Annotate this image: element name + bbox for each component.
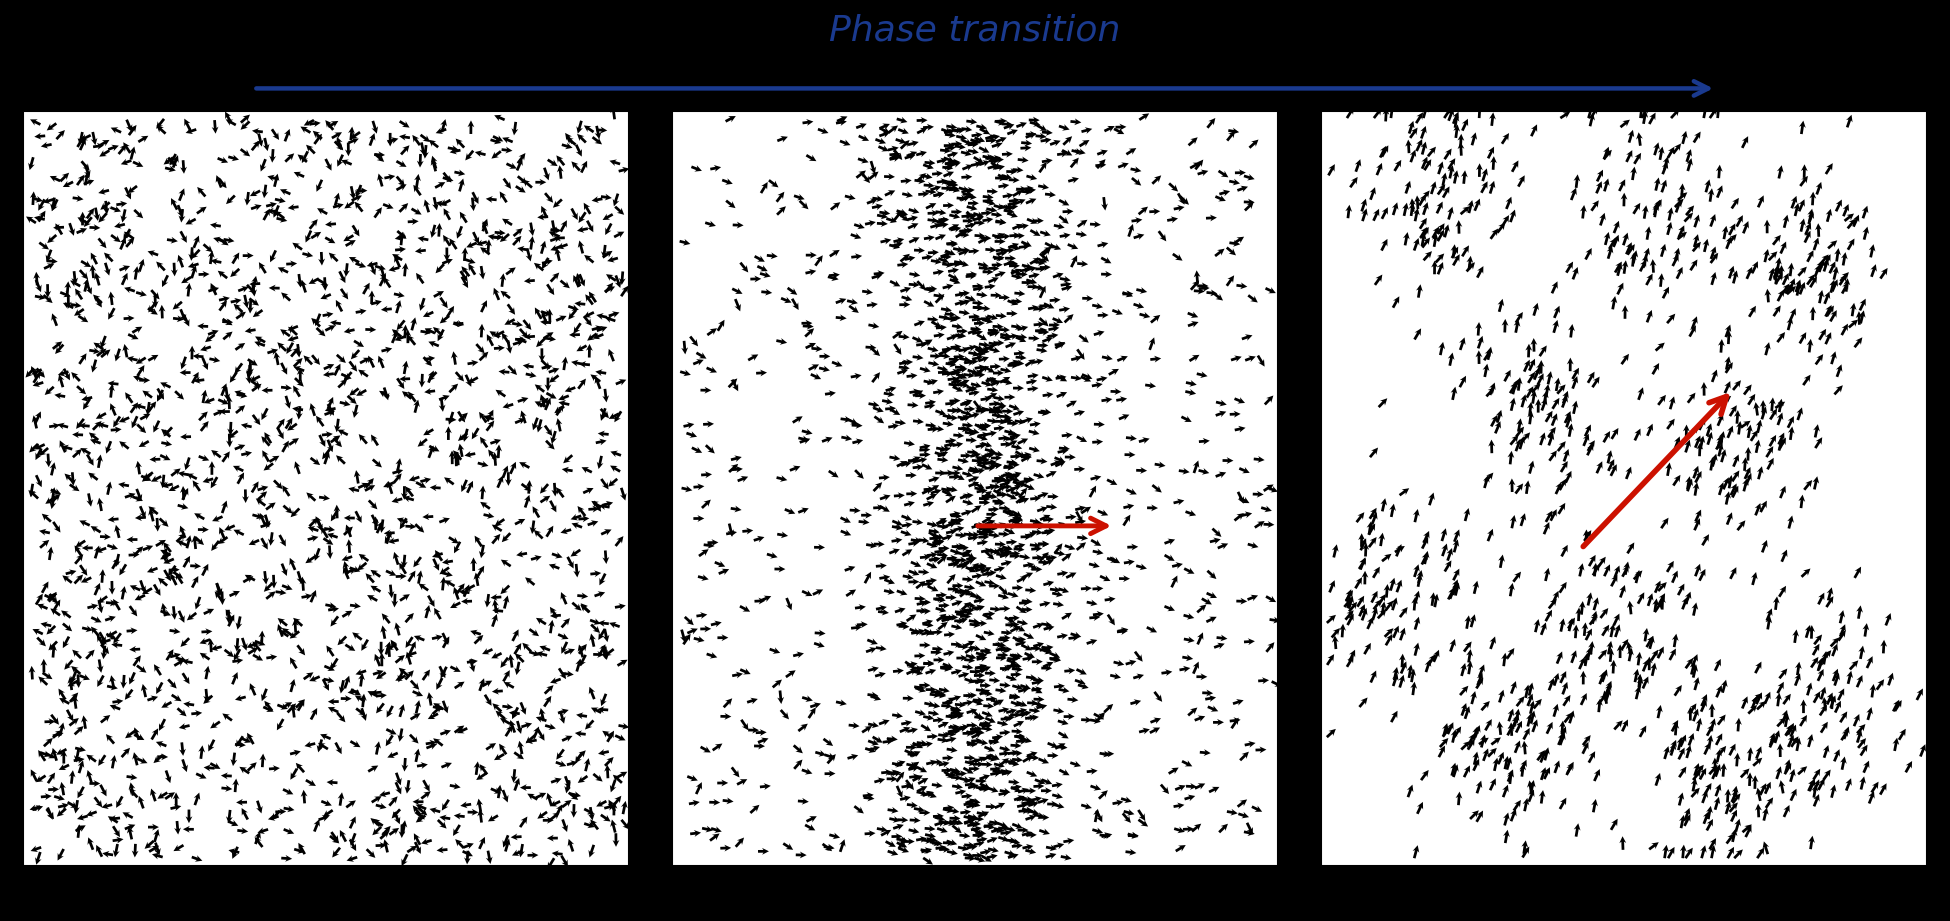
Text: Phase transition: Phase transition [829, 14, 1121, 48]
